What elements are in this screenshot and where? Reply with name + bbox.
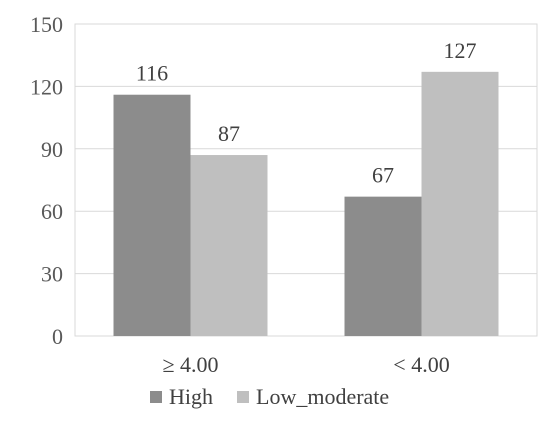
- y-tick-label: 30: [41, 262, 63, 287]
- y-tick-label: 60: [41, 199, 63, 224]
- legend: High Low_moderate: [150, 384, 389, 409]
- bar-low-moderate: [421, 71, 499, 336]
- plot-frame: [74, 23, 538, 337]
- y-tick-label: 150: [30, 12, 63, 37]
- x-category-label: ≥ 4.00: [162, 352, 218, 377]
- data-label: 116: [136, 61, 168, 86]
- legend-swatch: [237, 391, 249, 403]
- data-label: 67: [372, 163, 394, 188]
- bars: [113, 71, 499, 336]
- x-axis-categories: ≥ 4.00 < 4.00: [162, 352, 449, 377]
- legend-label: High: [169, 384, 213, 409]
- data-label: 127: [444, 38, 477, 63]
- bar-low-moderate: [190, 155, 268, 336]
- y-tick-label: 0: [52, 324, 63, 349]
- data-labels: 116 87 67 127: [136, 38, 477, 188]
- legend-label: Low_moderate: [256, 384, 389, 409]
- legend-swatch: [150, 391, 162, 403]
- bar-high: [113, 94, 191, 336]
- data-label: 87: [218, 121, 240, 146]
- x-category-label: < 4.00: [393, 352, 449, 377]
- bar-high: [344, 196, 422, 336]
- y-tick-label: 120: [30, 74, 63, 99]
- y-tick-label: 90: [41, 137, 63, 162]
- y-axis-ticks: 0 30 60 90 120 150: [30, 12, 63, 349]
